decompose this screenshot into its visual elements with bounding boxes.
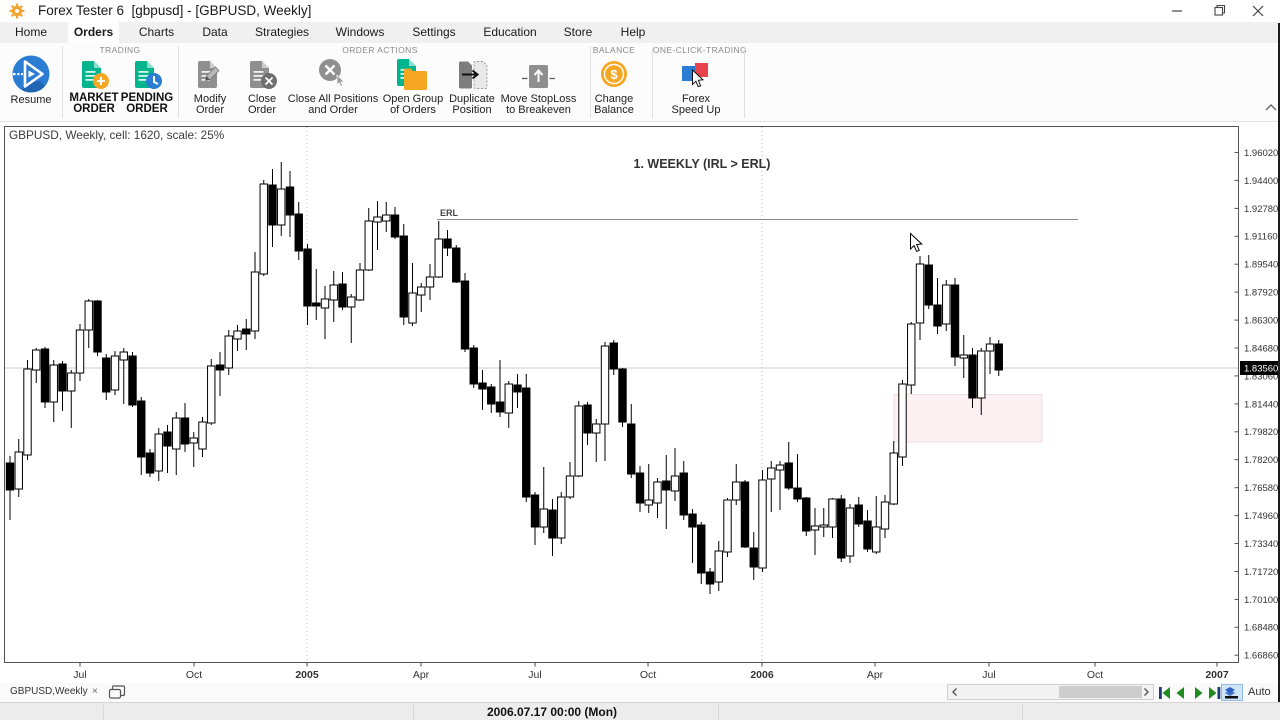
svg-text:1.74960: 1.74960 — [1244, 511, 1278, 522]
svg-text:1.68480: 1.68480 — [1244, 623, 1278, 634]
svg-text:1.87920: 1.87920 — [1244, 288, 1278, 299]
svg-text:Oct: Oct — [1087, 669, 1103, 681]
svg-text:Oct: Oct — [186, 669, 202, 681]
svg-text:1.73340: 1.73340 — [1244, 539, 1278, 550]
svg-text:2007: 2007 — [1205, 669, 1229, 681]
svg-text:1.83060: 1.83060 — [1244, 371, 1278, 382]
svg-text:Apr: Apr — [867, 669, 884, 681]
svg-text:Jul: Jul — [528, 669, 541, 681]
svg-text:1.92780: 1.92780 — [1244, 204, 1278, 215]
svg-text:1.81440: 1.81440 — [1244, 399, 1278, 410]
svg-text:Oct: Oct — [640, 669, 656, 681]
svg-text:1.78200: 1.78200 — [1244, 455, 1278, 466]
svg-text:1. WEEKLY (IRL > ERL): 1. WEEKLY (IRL > ERL) — [634, 157, 771, 171]
svg-text:2006: 2006 — [750, 669, 774, 681]
svg-text:1.66860: 1.66860 — [1244, 651, 1278, 662]
svg-text:GBPUSD, Weekly, cell: 1620, sc: GBPUSD, Weekly, cell: 1620, scale: 25% — [9, 128, 225, 142]
svg-text:Apr: Apr — [413, 669, 430, 681]
svg-text:2005: 2005 — [295, 669, 319, 681]
svg-text:1.84680: 1.84680 — [1244, 343, 1278, 354]
svg-text:1.89540: 1.89540 — [1244, 260, 1278, 271]
svg-text:ERL: ERL — [440, 208, 459, 218]
svg-text:1.71720: 1.71720 — [1244, 567, 1278, 578]
svg-text:1.76580: 1.76580 — [1244, 483, 1278, 494]
svg-text:Jul: Jul — [73, 669, 86, 681]
svg-text:1.83560: 1.83560 — [1244, 364, 1278, 375]
svg-text:1.70100: 1.70100 — [1244, 595, 1278, 606]
svg-text:1.79820: 1.79820 — [1244, 427, 1278, 438]
svg-text:Jul: Jul — [982, 669, 995, 681]
svg-text:$: $ — [610, 67, 618, 82]
svg-text:1.96020: 1.96020 — [1244, 148, 1278, 159]
svg-text:1.94400: 1.94400 — [1244, 176, 1278, 187]
svg-text:1.86300: 1.86300 — [1244, 316, 1278, 327]
svg-text:1.91160: 1.91160 — [1244, 232, 1278, 243]
